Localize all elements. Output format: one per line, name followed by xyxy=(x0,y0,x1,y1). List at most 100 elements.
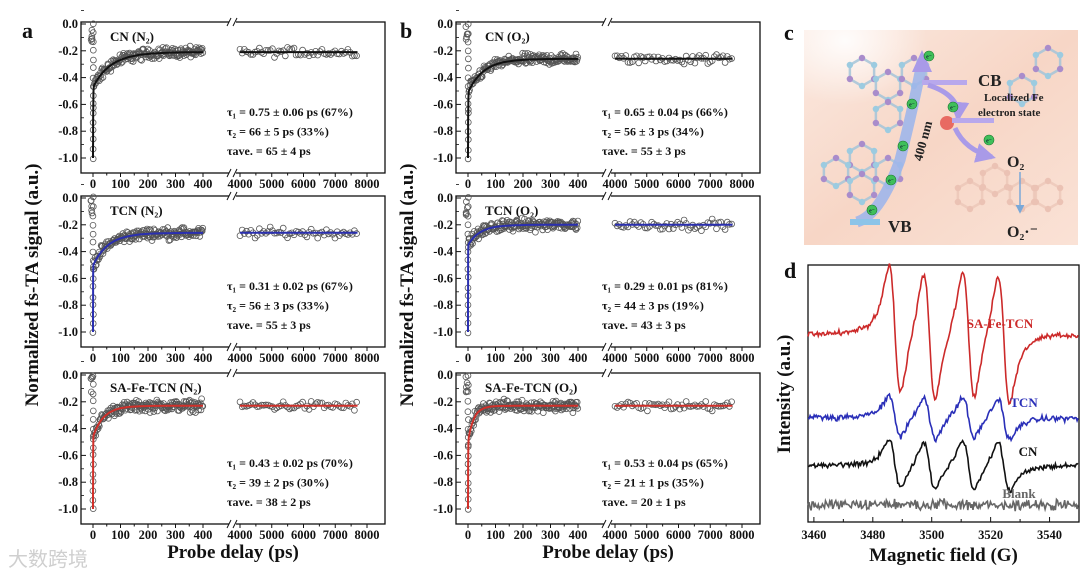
fe-atom xyxy=(940,116,954,130)
series-label: SA-Fe-TCN xyxy=(967,316,1034,331)
x-tick-label: 3500 xyxy=(919,528,944,542)
x-tick-label: 6000 xyxy=(666,351,691,365)
data-point xyxy=(266,223,274,231)
x-tick-label: 200 xyxy=(514,177,533,191)
data-point xyxy=(199,224,207,232)
y-axis-label: Intensity (a.u.) xyxy=(774,335,795,454)
data-point xyxy=(464,20,472,28)
subplot-2: 0.0 -0.2 -0.4 -0.6 -0.8 -1.0 0 100 200 300 400 4000… xyxy=(58,184,386,365)
data-point xyxy=(713,225,720,233)
data-point xyxy=(351,406,358,414)
axis-break-mark xyxy=(601,168,607,178)
x-tick-label: 5000 xyxy=(259,528,284,542)
data-point xyxy=(663,220,671,227)
x-tick-label: 200 xyxy=(514,351,533,365)
axis-break-mark xyxy=(601,519,607,529)
x-tick-label: 8000 xyxy=(730,528,755,542)
data-point xyxy=(464,55,472,63)
lifetime-annotation: τ₂ = 56 ± 3 ps (33%) xyxy=(227,299,329,313)
data-point xyxy=(464,221,472,229)
data-point xyxy=(654,400,662,408)
atom xyxy=(954,184,962,192)
y-tick-label: -0.8 xyxy=(433,298,453,312)
x-tick-label: 300 xyxy=(541,177,560,191)
vb-label: VB xyxy=(888,217,912,236)
data-point xyxy=(150,408,158,415)
y-tick-label: -0.4 xyxy=(58,245,79,259)
x-tick-label: 8000 xyxy=(355,351,380,365)
panel-label-c: c xyxy=(784,20,794,45)
panel-label-d: d xyxy=(784,258,796,283)
electrons: e⁻ e⁻ e⁻ e⁻ e⁻ e⁻ e⁻ xyxy=(866,50,995,216)
x-tick-label: 7000 xyxy=(323,528,348,542)
data-point xyxy=(706,220,714,227)
data-point xyxy=(708,215,716,223)
data-point xyxy=(464,388,472,395)
atom xyxy=(846,177,854,185)
electron-icon xyxy=(923,50,935,62)
lifetime-annotation: τ₂ = 56 ± 3 ps (34%) xyxy=(602,125,704,139)
y-tick-label: 0.0 xyxy=(62,368,78,382)
x-tick-label: 300 xyxy=(541,528,560,542)
atom xyxy=(896,105,904,113)
lifetime-annotation: τave. = 20 ± 1 ps xyxy=(602,495,686,509)
y-tick-label: -0.8 xyxy=(58,298,78,312)
y-tick-label: -0.8 xyxy=(58,475,78,489)
data-point xyxy=(90,20,97,28)
y-tick-label: -0.2 xyxy=(433,44,453,58)
atom xyxy=(846,61,854,69)
y-tick-label: -1.0 xyxy=(58,502,78,516)
data-point xyxy=(465,64,472,72)
axis-break-gap xyxy=(604,345,611,349)
atom xyxy=(884,126,892,134)
data-point xyxy=(90,407,97,415)
data-point xyxy=(198,227,206,235)
y-tick-label: 0.0 xyxy=(62,17,78,31)
y-tick-label: -0.2 xyxy=(58,218,78,232)
data-point xyxy=(260,50,268,57)
electron-label: e⁻ xyxy=(888,179,894,185)
data-point xyxy=(88,35,96,42)
atom xyxy=(966,177,974,185)
axis-break-mark xyxy=(226,342,232,352)
data-point xyxy=(89,390,97,398)
fit-line xyxy=(92,231,358,332)
electron-icon xyxy=(947,101,959,113)
x-tick-label: 4000 xyxy=(228,351,253,365)
atom xyxy=(832,182,840,190)
x-tick-label: 100 xyxy=(111,351,130,365)
y-tick-label: -1.0 xyxy=(433,502,453,516)
epr-spectrum-tcn xyxy=(807,392,1079,444)
data-point xyxy=(89,372,97,380)
data-point xyxy=(180,225,187,233)
x-tick-label: 100 xyxy=(486,528,505,542)
x-tick-label: 3460 xyxy=(801,528,826,542)
y-tick-label: -0.6 xyxy=(58,448,78,462)
atom xyxy=(820,161,828,169)
x-axis-label: Probe delay (ps) xyxy=(542,542,674,563)
atom xyxy=(1032,198,1040,206)
y-tick-label: -0.4 xyxy=(433,71,454,85)
data-point xyxy=(333,401,341,408)
sample-label: CN (N₂) xyxy=(110,29,154,44)
x-tick-label: 4000 xyxy=(603,177,628,191)
fit-line xyxy=(92,404,358,509)
data-point xyxy=(90,380,97,388)
x-tick-label: 6000 xyxy=(291,177,316,191)
data-point xyxy=(176,54,184,61)
data-point xyxy=(613,404,621,411)
atom xyxy=(884,68,892,76)
data-point xyxy=(163,228,170,236)
atom xyxy=(966,205,974,213)
x-tick-label: 3480 xyxy=(860,528,885,542)
atom xyxy=(1032,184,1040,192)
x-tick-label: 3540 xyxy=(1037,528,1062,542)
data-point xyxy=(89,29,97,36)
data-point xyxy=(521,215,528,223)
sample-label: TCN (O₂) xyxy=(485,203,538,218)
y-tick-label: -0.8 xyxy=(433,475,453,489)
atom xyxy=(1018,72,1026,80)
data-point xyxy=(284,234,291,242)
data-point xyxy=(89,212,97,220)
data-point xyxy=(464,194,472,201)
